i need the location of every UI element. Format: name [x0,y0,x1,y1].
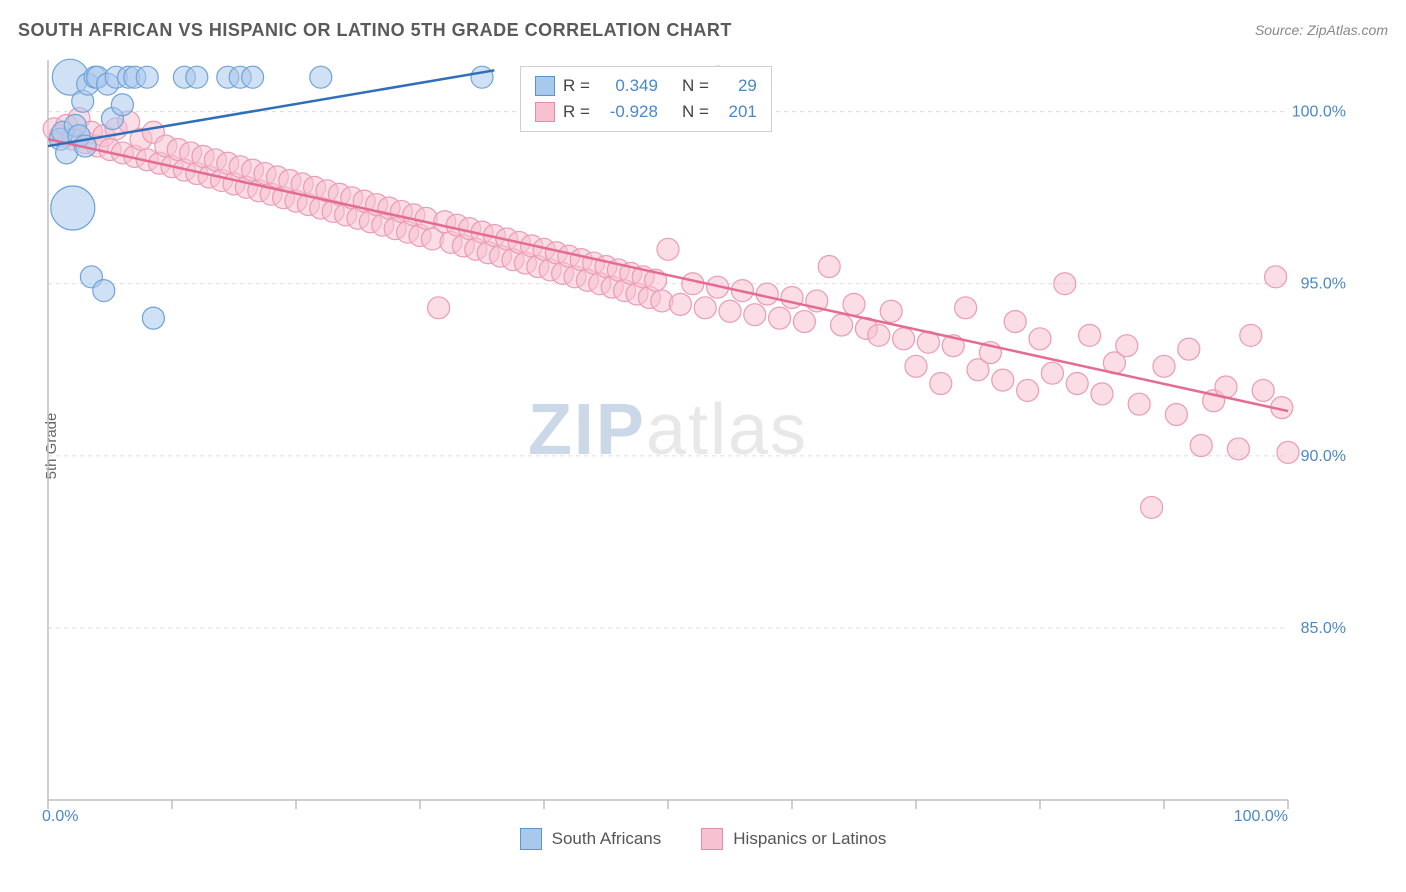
x-axis-right-label: 100.0% [1234,808,1288,826]
n-label: N = [682,99,709,125]
r-label: R = [563,73,590,99]
plot-area: 85.0%90.0%95.0%100.0% ZIPatlas [48,60,1288,800]
legend-swatch-hispanics [701,828,723,850]
r-value-pink: -0.928 [598,99,658,125]
n-value-pink: 201 [717,99,757,125]
legend-swatch-blue [535,76,555,96]
legend-item-hispanics: Hispanics or Latinos [701,828,886,850]
chart-container: { "title": "SOUTH AFRICAN VS HISPANIC OR… [0,0,1406,892]
legend-label: South Africans [552,829,662,849]
legend-row-pink: R = -0.928 N = 201 [535,99,757,125]
legend-swatch-pink [535,102,555,122]
n-label: N = [682,73,709,99]
r-value-blue: 0.349 [598,73,658,99]
chart-title: SOUTH AFRICAN VS HISPANIC OR LATINO 5TH … [18,20,732,41]
chart-svg: 85.0%90.0%95.0%100.0% [48,60,1288,800]
legend-correlation-box: R = 0.349 N = 29 R = -0.928 N = 201 [520,66,772,132]
legend-series: South Africans Hispanics or Latinos [0,828,1406,850]
y-tick-label: 90.0% [1301,448,1346,465]
legend-swatch-south-africans [520,828,542,850]
y-tick-label: 85.0% [1301,620,1346,637]
legend-label: Hispanics or Latinos [733,829,886,849]
y-tick-label: 95.0% [1301,276,1346,293]
n-value-blue: 29 [717,73,757,99]
x-axis-left-label: 0.0% [42,808,78,826]
y-tick-label: 100.0% [1292,104,1346,121]
legend-row-blue: R = 0.349 N = 29 [535,73,757,99]
legend-item-south-africans: South Africans [520,828,662,850]
r-label: R = [563,99,590,125]
chart-source: Source: ZipAtlas.com [1255,22,1388,38]
